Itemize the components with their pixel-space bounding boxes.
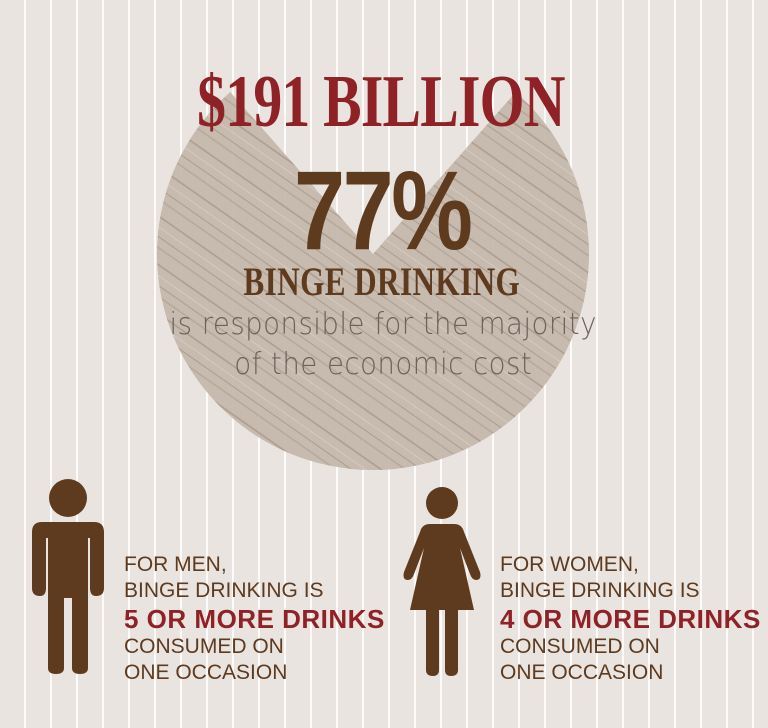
men-line-2: BINGE DRINKING IS — [124, 579, 324, 602]
women-line-4: CONSUMED ON — [500, 635, 660, 658]
men-highlight: 5 OR MORE DRINKS — [124, 604, 385, 634]
men-line-4: CONSUMED ON — [124, 635, 284, 658]
women-highlight: 4 OR MORE DRINKS — [500, 604, 761, 634]
women-line-1: FOR WOMEN, — [500, 553, 639, 576]
man-icon — [32, 479, 104, 674]
men-line-1: FOR MEN, — [124, 553, 227, 576]
women-line-5: ONE OCCASION — [500, 661, 664, 684]
men-line-5: ONE OCCASION — [124, 661, 288, 684]
pie-slice-binge-drinking — [156, 92, 589, 471]
headline-percent: 77% — [293, 148, 473, 273]
women-info: FOR WOMEN, BINGE DRINKING IS 4 OR MORE D… — [500, 552, 761, 686]
headline-amount: $191 BILLION — [197, 61, 565, 143]
description-line-1: is responsible for the majority — [169, 307, 597, 342]
women-line-2: BINGE DRINKING IS — [500, 579, 700, 602]
description-line-2: of the economic cost — [234, 347, 533, 382]
headline-subject: BINGE DRINKING — [243, 259, 521, 304]
men-info: FOR MEN, BINGE DRINKING IS 5 OR MORE DRI… — [124, 552, 385, 686]
woman-icon — [403, 487, 481, 676]
